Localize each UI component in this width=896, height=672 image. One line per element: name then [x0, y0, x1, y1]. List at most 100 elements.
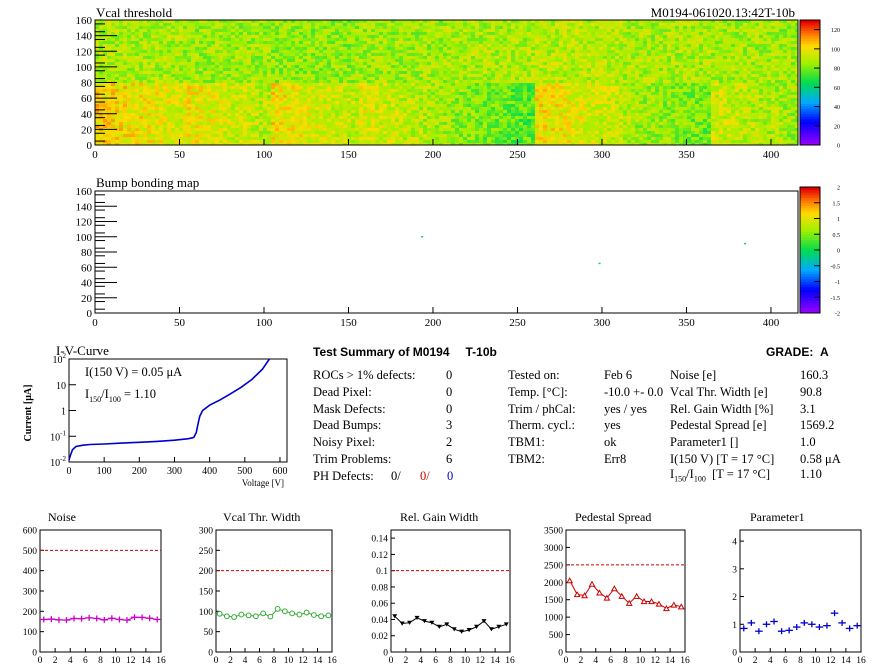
pixel-cell [607, 80, 611, 83]
pixel-cell [655, 80, 659, 83]
pixel-cell [423, 71, 427, 74]
pixel-cell [623, 86, 627, 89]
pixel-cell [99, 92, 103, 95]
pixel-cell [107, 101, 111, 104]
pixel-cell [235, 95, 239, 98]
pixel-cell [647, 56, 651, 59]
pixel-cell [591, 74, 595, 77]
pixel-cell [411, 26, 415, 29]
pixel-cell [219, 20, 223, 23]
pixel-cell [275, 32, 279, 35]
pixel-cell [319, 104, 323, 107]
pixel-cell [631, 101, 635, 104]
pixel-cell [787, 32, 791, 35]
pixel-cell [775, 89, 779, 92]
pixel-cell [475, 56, 479, 59]
pixel-cell [175, 32, 179, 35]
pixel-cell [703, 98, 707, 101]
pixel-cell [315, 83, 319, 86]
pixel-cell [651, 59, 655, 62]
pixel-cell [239, 23, 243, 26]
pixel-cell [559, 71, 563, 74]
pixel-cell [539, 38, 543, 41]
pixel-cell [359, 23, 363, 26]
pixel-cell [199, 20, 203, 23]
pixel-cell [747, 53, 751, 56]
pixel-cell [675, 56, 679, 59]
pixel-cell [723, 56, 727, 59]
pixel-cell [515, 35, 519, 38]
pixel-cell [527, 95, 531, 98]
pixel-cell [631, 41, 635, 44]
pixel-cell [407, 77, 411, 80]
pixel-cell [551, 20, 555, 23]
pixel-cell [343, 101, 347, 104]
pixel-cell [383, 71, 387, 74]
pixel-cell [335, 71, 339, 74]
pixel-cell [327, 77, 331, 80]
pixel-cell [399, 92, 403, 95]
pixel-cell [675, 74, 679, 77]
pixel-cell [583, 92, 587, 95]
pixel-cell [567, 74, 571, 77]
pixel-cell [551, 98, 555, 101]
pixel-cell [583, 89, 587, 92]
pixel-cell [667, 35, 671, 38]
pixel-cell [535, 44, 539, 47]
pixel-cell [555, 44, 559, 47]
pixel-cell [351, 35, 355, 38]
pixel-cell [255, 89, 259, 92]
pixel-cell [407, 89, 411, 92]
pixel-cell [443, 77, 447, 80]
pixel-cell [695, 44, 699, 47]
pixel-cell [747, 80, 751, 83]
pixel-cell [731, 62, 735, 65]
pixel-cell [547, 26, 551, 29]
pixel-cell [251, 77, 255, 80]
pixel-cell [259, 35, 263, 38]
pixel-cell [95, 20, 99, 23]
pixel-cell [163, 98, 167, 101]
pixel-cell [711, 80, 715, 83]
pixel-cell [715, 92, 719, 95]
pixel-cell [723, 92, 727, 95]
pixel-cell [307, 59, 311, 62]
pixel-cell [327, 98, 331, 101]
pixel-cell [507, 80, 511, 83]
pixel-cell [535, 29, 539, 32]
pixel-cell [647, 38, 651, 41]
pixel-cell [615, 71, 619, 74]
pixel-cell [687, 62, 691, 65]
pixel-cell [551, 71, 555, 74]
pixel-cell [567, 89, 571, 92]
pixel-cell [307, 92, 311, 95]
pixel-cell [523, 92, 527, 95]
pixel-cell [211, 29, 215, 32]
pixel-cell [191, 38, 195, 41]
pixel-cell [603, 95, 607, 98]
pixel-cell [691, 98, 695, 101]
pixel-cell [571, 50, 575, 53]
pixel-cell [727, 65, 731, 68]
pixel-cell [607, 47, 611, 50]
pixel-cell [667, 65, 671, 68]
pixel-cell [287, 44, 291, 47]
pixel-cell [643, 92, 647, 95]
pixel-cell [299, 98, 303, 101]
pixel-cell [683, 92, 687, 95]
pixel-cell [131, 104, 135, 107]
pixel-cell [339, 71, 343, 74]
pixel-cell [463, 20, 467, 23]
pixel-cell [239, 53, 243, 56]
pixel-cell [515, 53, 519, 56]
pixel-cell [431, 29, 435, 32]
pixel-cell [287, 32, 291, 35]
pixel-cell [235, 41, 239, 44]
pixel-cell [651, 74, 655, 77]
pixel-cell [307, 101, 311, 104]
pixel-cell [631, 83, 635, 86]
pixel-cell [271, 35, 275, 38]
pixel-cell [339, 77, 343, 80]
pixel-cell [571, 38, 575, 41]
pixel-cell [203, 92, 207, 95]
